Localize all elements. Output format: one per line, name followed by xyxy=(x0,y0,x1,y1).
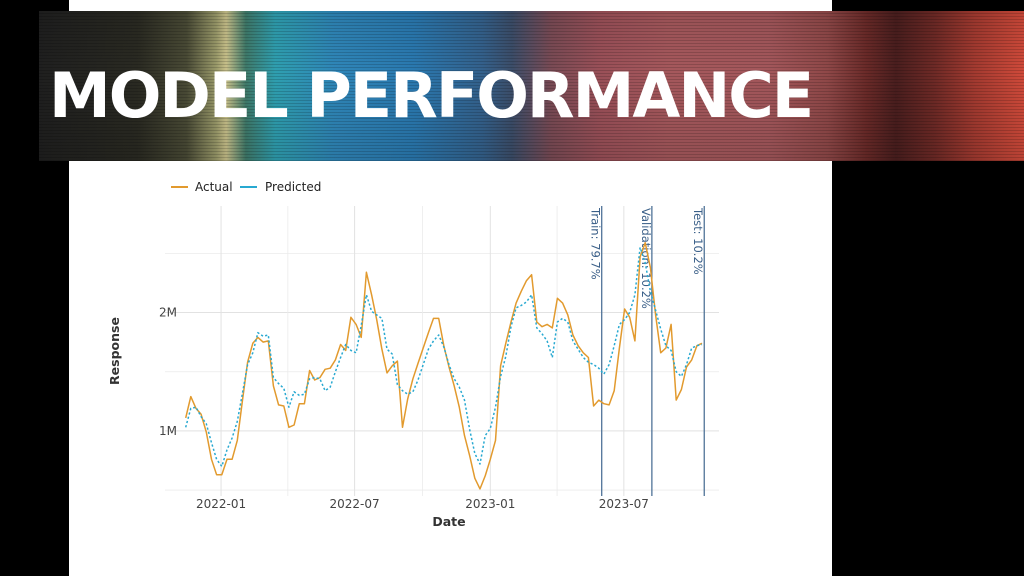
y-tick-label: 1M xyxy=(159,424,177,438)
split-label: Train: 79.7% xyxy=(589,207,603,280)
x-tick-label: 2023-01 xyxy=(465,497,515,511)
grid-layer xyxy=(165,206,719,496)
x-tick-label: 2022-01 xyxy=(196,497,246,511)
title-banner xyxy=(39,11,1024,161)
y-tick-label: 2M xyxy=(159,306,177,320)
x-axis-title: Date xyxy=(432,514,465,529)
series-layer xyxy=(184,241,703,490)
slide-title: MODEL PERFORMANCE xyxy=(49,59,814,132)
y-axis-title: Response xyxy=(107,317,122,385)
legend: Actual Predicted xyxy=(171,180,321,194)
x-tick-label: 2022-07 xyxy=(330,497,380,511)
model-performance-chart: Train: 79.7% Validation: 10.2% Test: 10.2%… xyxy=(107,180,719,529)
axis-layer: Date Response 1M 2M 2022-01 2022-07 2023-01 2… xyxy=(107,306,649,529)
legend-label-actual: Actual xyxy=(195,180,233,194)
split-lines-layer: Train: 79.7% Validation: 10.2% Test: 10.2% xyxy=(589,206,705,496)
series-line-predicted xyxy=(184,246,703,468)
x-tick-label: 2023-07 xyxy=(599,497,649,511)
legend-label-predicted: Predicted xyxy=(265,180,321,194)
split-label: Test: 10.2% xyxy=(691,207,705,275)
series-line-actual xyxy=(184,241,703,490)
